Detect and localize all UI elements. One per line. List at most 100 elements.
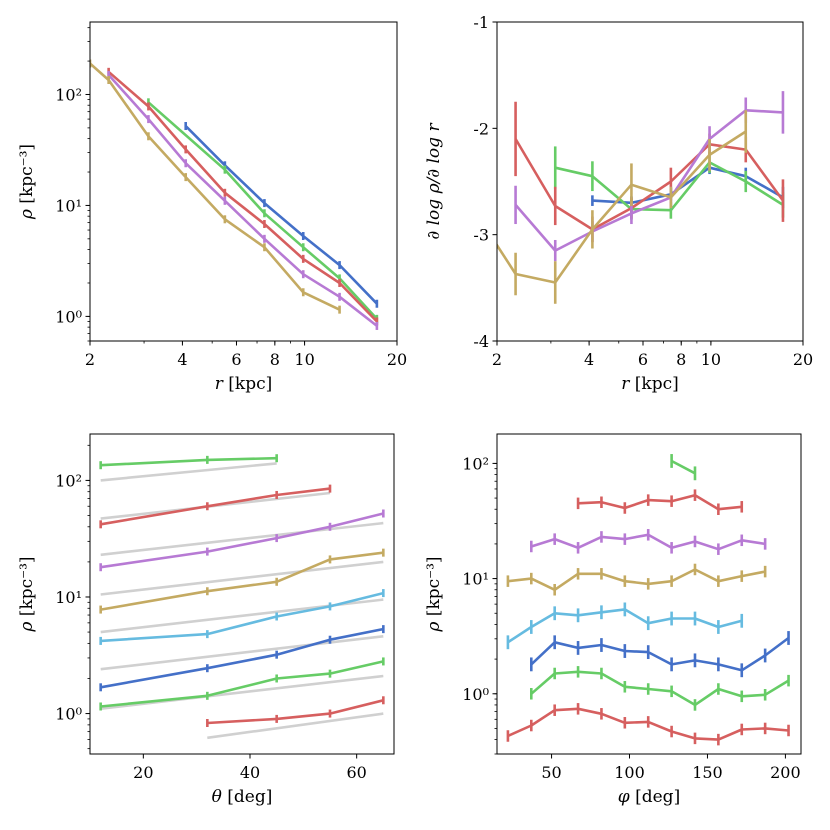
x-tick-label: 6 bbox=[231, 350, 241, 369]
x-tick-label: 2 bbox=[85, 350, 95, 369]
axes-frame bbox=[496, 433, 802, 755]
y-tick-label: 10² bbox=[55, 471, 82, 490]
x-axis-label: r [kpc] bbox=[215, 374, 273, 394]
panel-density-vs-phi: 50 100 150 200 10⁰ 10¹ 10² φ [deg] ρ [kpc⁻³] bbox=[424, 433, 802, 807]
y-tick-label: 10¹ bbox=[55, 588, 82, 607]
y-axis-unit: [kpc⁻³] bbox=[17, 556, 37, 616]
y-tick-label: 10² bbox=[55, 85, 82, 104]
y-axis-label: ∂ log ρ/∂ log r bbox=[424, 123, 444, 240]
x-axis-symbol: r bbox=[215, 374, 224, 394]
series-line-red-top bbox=[578, 493, 742, 511]
series-line-blue bbox=[184, 125, 378, 305]
x-tick-label: 4 bbox=[177, 350, 187, 369]
reference-line bbox=[100, 560, 384, 596]
x-tick-label: 10 bbox=[701, 350, 721, 369]
series-purple bbox=[529, 529, 767, 555]
y-axis-unit: [kpc⁻³] bbox=[17, 144, 37, 204]
panel-density-vs-radius: 2 4 6 8 10 20 10⁰ 10¹ 10² r [kpc] ρ [kpc⁻³] bbox=[17, 21, 407, 394]
y-axis-symbol: ρ bbox=[17, 209, 37, 220]
series-red-top bbox=[99, 484, 332, 529]
x-tick-label: 40 bbox=[240, 763, 260, 782]
series-tan bbox=[99, 548, 385, 614]
series-green bbox=[147, 98, 379, 323]
series-green-top bbox=[99, 454, 278, 470]
y-tick-label: -2 bbox=[473, 119, 489, 138]
series-purple bbox=[107, 70, 379, 330]
y-tick-label: -3 bbox=[473, 226, 489, 245]
x-axis-label: θ [deg] bbox=[212, 787, 273, 807]
reference-line bbox=[100, 635, 384, 671]
y-tick-label: 10⁰ bbox=[55, 705, 82, 724]
series-tan bbox=[90, 59, 341, 314]
panel-density-vs-theta: 20 40 60 10⁰ 10¹ 10² θ [deg] ρ [kpc⁻³] bbox=[17, 433, 395, 807]
x-tick-label: 50 bbox=[541, 763, 561, 782]
axes-frame bbox=[89, 433, 395, 755]
x-axis-label: r [kpc] bbox=[621, 374, 679, 394]
x-tick-label: 200 bbox=[770, 763, 801, 782]
y-tick-label: 10¹ bbox=[462, 570, 489, 589]
x-tick-label: 20 bbox=[133, 763, 153, 782]
x-tick-label: 60 bbox=[346, 763, 366, 782]
series-line-red bbox=[107, 70, 378, 323]
x-axis-unit: [deg] bbox=[227, 787, 272, 807]
x-axis-symbol: θ bbox=[212, 787, 222, 807]
x-axis-unit: [deg] bbox=[635, 787, 680, 807]
series-line-tan bbox=[90, 62, 341, 311]
x-axis-unit: [kpc] bbox=[228, 374, 272, 394]
series-line-green-top bbox=[670, 459, 696, 475]
series-red-bottom bbox=[206, 696, 385, 728]
series-group bbox=[506, 454, 790, 746]
y-tick-label: -4 bbox=[473, 332, 489, 351]
series-purple bbox=[99, 509, 385, 572]
series-group bbox=[497, 91, 785, 304]
y-tick-label: -1 bbox=[473, 13, 489, 32]
series-line-green bbox=[554, 161, 784, 212]
series-line-green-bottom bbox=[100, 660, 384, 708]
reference-line bbox=[100, 521, 384, 557]
reference-line bbox=[100, 674, 384, 710]
reference-lines bbox=[100, 462, 384, 740]
series-cyan bbox=[99, 589, 385, 645]
y-axis-unit: [kpc⁻³] bbox=[424, 556, 444, 616]
series-line-green bbox=[147, 101, 378, 320]
series-line-green-top bbox=[100, 456, 277, 467]
x-tick-label: 4 bbox=[584, 350, 594, 369]
x-tick-label: 20 bbox=[387, 350, 407, 369]
series-green-top bbox=[670, 454, 697, 481]
y-tick-label: 10¹ bbox=[55, 196, 82, 215]
x-axis-symbol: φ bbox=[618, 787, 630, 807]
series-blue bbox=[184, 121, 379, 308]
series-green-bottom bbox=[529, 666, 790, 711]
series-group bbox=[99, 454, 385, 728]
series-line-blue bbox=[530, 636, 790, 672]
x-tick-label: 20 bbox=[793, 350, 813, 369]
series-line-green-bottom bbox=[530, 670, 790, 707]
x-tick-label: 100 bbox=[614, 763, 645, 782]
y-axis-label: ρ [kpc⁻³] bbox=[17, 556, 37, 632]
reference-line bbox=[207, 712, 384, 740]
series-line-red bbox=[514, 138, 785, 231]
x-axis-symbol: r bbox=[621, 374, 630, 394]
series-red-bottom bbox=[506, 703, 790, 746]
reference-line bbox=[100, 462, 277, 482]
y-axis-label: ρ [kpc⁻³] bbox=[17, 144, 37, 220]
series-line-red-bottom bbox=[207, 699, 384, 725]
x-axis-unit: [kpc] bbox=[635, 374, 679, 394]
series-red-top bbox=[576, 489, 744, 515]
x-tick-label: 2 bbox=[492, 350, 502, 369]
series-line-tan bbox=[497, 130, 747, 284]
panel-log-slope-vs-radius: 2 4 6 8 10 20 -1 -2 -3 -4 r [kpc] ∂ log ρ/∂ log r bbox=[424, 13, 813, 394]
y-tick-label: 10² bbox=[462, 454, 489, 473]
series-line-purple bbox=[514, 109, 784, 252]
y-axis-label: ρ [kpc⁻³] bbox=[424, 556, 444, 632]
series-blue bbox=[529, 631, 790, 678]
series-tan bbox=[497, 110, 748, 304]
x-tick-label: 8 bbox=[270, 350, 280, 369]
y-axis-symbol: ρ bbox=[17, 622, 37, 633]
series-cyan bbox=[506, 602, 744, 650]
x-tick-label: 10 bbox=[294, 350, 314, 369]
x-tick-label: 8 bbox=[676, 350, 686, 369]
series-tan bbox=[506, 563, 767, 596]
series-blue bbox=[99, 625, 385, 692]
